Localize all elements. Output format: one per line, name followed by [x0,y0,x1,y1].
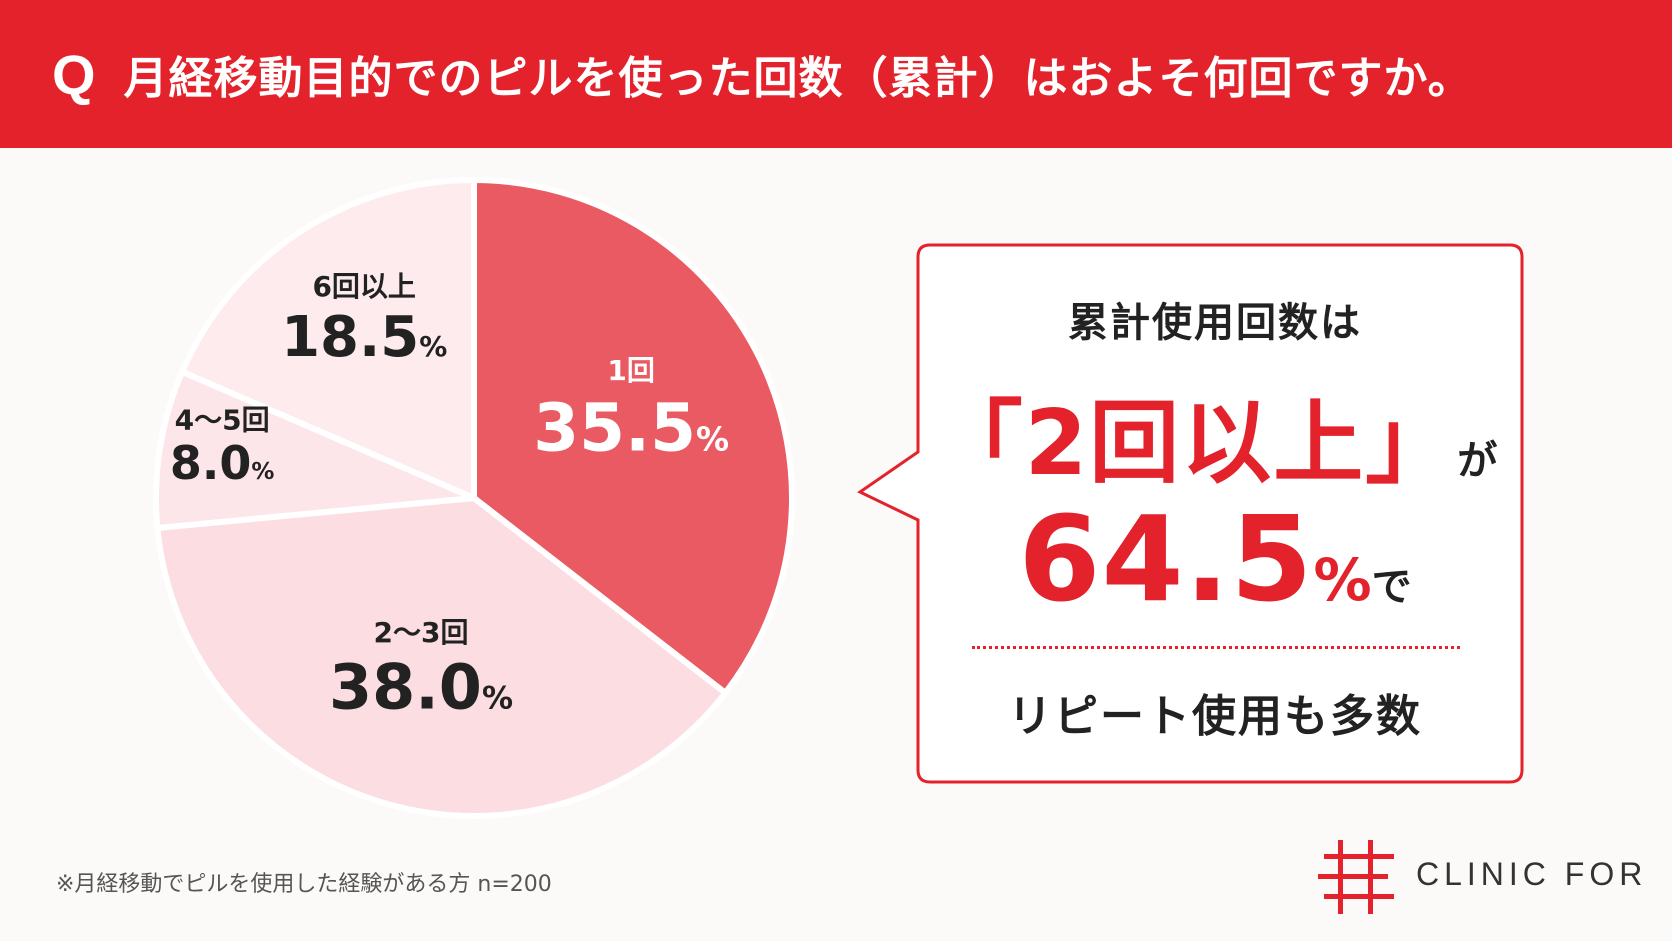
pie-value-1: 35.5% [533,390,729,467]
pie-slice-6-plus [179,177,477,501]
pie-label-6-plus: 6回以上 [312,270,415,303]
question-banner: Q 月経移動目的でのピルを使った回数（累計）はおよそ何回ですか。 [0,0,1672,148]
callout-lead: 累計使用回数は [1068,300,1362,346]
callout-emphasis: 「2回以上」 [932,391,1458,496]
callout-percent-suffix: で [1371,564,1412,610]
pie-label-2-3: 2〜3回 [374,616,469,649]
pie-label-4-5: 4〜5回 [175,404,270,437]
callout-percent-unit: % [1313,546,1372,614]
callout-percent-line: 64.5%で [910,490,1520,628]
callout-emphasis-suffix: が [1457,438,1498,484]
callout-percent-value: 64.5 [1018,490,1314,628]
pie-value-4-5: 8.0% [170,436,275,490]
callout-bottom-text: リピート使用も多数 [1008,691,1422,742]
pie-label-1: 1回 [607,354,654,387]
pie-value-2-3: 38.0% [329,650,513,723]
pie-slice-1 [471,177,795,696]
pie-slice-2-3 [154,495,729,819]
question-mark: Q [52,42,96,106]
pie-value-6-plus: 18.5% [281,305,447,370]
callout-divider [972,646,1460,649]
footnote: ※月経移動でピルを使用した経験がある方 n=200 [56,872,552,897]
clinic-for-logo-icon [1318,840,1394,914]
brand-name: CLINIC FOR [1416,856,1648,892]
pie-slice-4-5 [153,368,477,531]
callout-emphasis-line: 「2回以上」が [910,370,1520,500]
question-title: 月経移動目的でのピルを使った回数（累計）はおよそ何回ですか。 [123,53,1473,104]
